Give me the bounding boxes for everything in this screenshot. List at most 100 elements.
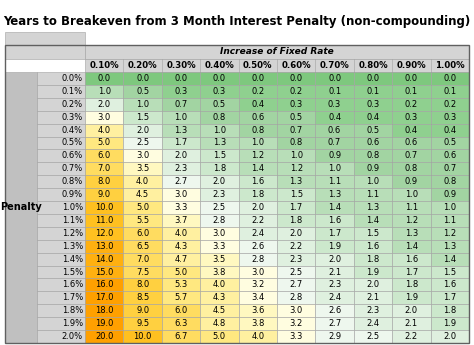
Bar	[277, 72, 315, 85]
Bar	[277, 201, 315, 214]
Bar	[430, 98, 469, 111]
Text: 1.1: 1.1	[443, 216, 456, 225]
Text: 0.80%: 0.80%	[358, 61, 388, 70]
Text: 0.0: 0.0	[98, 74, 111, 83]
Bar	[354, 149, 392, 162]
Bar	[315, 317, 354, 330]
Text: 1.3%: 1.3%	[62, 242, 83, 251]
Bar	[162, 175, 200, 188]
Text: 1.1: 1.1	[405, 203, 418, 212]
Text: 1.4: 1.4	[251, 164, 264, 173]
Text: 15.0: 15.0	[95, 267, 113, 277]
Text: 1.6: 1.6	[366, 242, 380, 251]
Text: 2.3: 2.3	[366, 306, 380, 315]
Text: 1.2: 1.2	[290, 164, 303, 173]
Text: 1.9: 1.9	[405, 293, 418, 302]
Text: 2.0: 2.0	[136, 126, 149, 135]
Bar	[315, 137, 354, 149]
Text: 2.5: 2.5	[366, 332, 380, 341]
Bar	[354, 278, 392, 292]
Text: 0.90%: 0.90%	[397, 61, 426, 70]
Bar	[354, 162, 392, 175]
Bar	[37, 201, 85, 214]
Bar	[85, 304, 123, 317]
Text: 0.6: 0.6	[328, 126, 341, 135]
Text: 9.0: 9.0	[98, 190, 111, 199]
Text: 1.6: 1.6	[328, 216, 341, 225]
Text: 2.8: 2.8	[213, 216, 226, 225]
Text: 0.7: 0.7	[328, 138, 341, 147]
Bar	[277, 149, 315, 162]
Text: 1.8: 1.8	[366, 255, 380, 264]
Bar	[315, 266, 354, 278]
Bar	[85, 111, 123, 124]
Bar	[162, 124, 200, 137]
Text: 2.1: 2.1	[328, 267, 341, 277]
Text: 1.5: 1.5	[290, 190, 303, 199]
Bar	[238, 188, 277, 201]
Bar	[315, 124, 354, 137]
Bar	[200, 85, 238, 98]
Text: 0.3%: 0.3%	[62, 113, 83, 122]
Text: 1.7: 1.7	[174, 138, 188, 147]
Text: 1.3: 1.3	[213, 138, 226, 147]
Bar	[200, 201, 238, 214]
Bar	[162, 330, 200, 343]
Text: 0.8: 0.8	[290, 138, 303, 147]
Bar	[162, 253, 200, 266]
Bar	[123, 175, 162, 188]
Bar	[354, 214, 392, 227]
Text: 0.8: 0.8	[443, 177, 456, 186]
Text: 1.7: 1.7	[328, 229, 341, 238]
Text: 1.0: 1.0	[136, 100, 149, 109]
Bar	[200, 111, 238, 124]
Bar	[315, 175, 354, 188]
Text: 5.0: 5.0	[98, 138, 111, 147]
Text: 2.8: 2.8	[251, 255, 264, 264]
Text: 1.4: 1.4	[328, 203, 341, 212]
Bar	[392, 214, 430, 227]
Bar	[392, 330, 430, 343]
Text: 4.3: 4.3	[213, 293, 226, 302]
Text: 1.8: 1.8	[405, 280, 418, 289]
Text: 3.0: 3.0	[174, 190, 188, 199]
Bar	[392, 98, 430, 111]
Text: 0.2: 0.2	[290, 87, 303, 96]
Bar	[37, 111, 85, 124]
Text: 0.3: 0.3	[366, 100, 380, 109]
Text: 0.8: 0.8	[213, 113, 226, 122]
Bar	[315, 304, 354, 317]
Bar	[37, 214, 85, 227]
Bar	[354, 111, 392, 124]
Text: 1.8%: 1.8%	[62, 306, 83, 315]
Text: 1.6: 1.6	[251, 177, 264, 186]
Text: 2.5: 2.5	[213, 203, 226, 212]
Text: 5.7: 5.7	[174, 293, 188, 302]
Bar	[162, 317, 200, 330]
Bar	[277, 266, 315, 278]
Bar	[162, 72, 200, 85]
Bar	[354, 201, 392, 214]
Text: 0.0: 0.0	[290, 74, 303, 83]
Text: 0.5: 0.5	[366, 126, 380, 135]
Text: 18.0: 18.0	[95, 306, 113, 315]
Bar	[37, 188, 85, 201]
Text: 0.0%: 0.0%	[62, 74, 83, 83]
Text: 0.9%: 0.9%	[62, 190, 83, 199]
Text: 0.7%: 0.7%	[62, 164, 83, 173]
Text: 3.0: 3.0	[213, 229, 226, 238]
Text: 0.0: 0.0	[174, 74, 188, 83]
Text: 2.1: 2.1	[366, 293, 380, 302]
Text: 0.5%: 0.5%	[62, 138, 83, 147]
Text: 0.30%: 0.30%	[166, 61, 196, 70]
Text: 1.3: 1.3	[290, 177, 303, 186]
Bar	[238, 111, 277, 124]
Bar	[123, 214, 162, 227]
Text: 0.0: 0.0	[251, 74, 264, 83]
Text: 11.0: 11.0	[95, 216, 113, 225]
Bar	[37, 124, 85, 137]
Text: 2.7: 2.7	[328, 319, 341, 328]
Text: 0.8: 0.8	[366, 151, 380, 160]
Text: 5.0: 5.0	[136, 203, 149, 212]
Text: 0.6: 0.6	[251, 113, 264, 122]
